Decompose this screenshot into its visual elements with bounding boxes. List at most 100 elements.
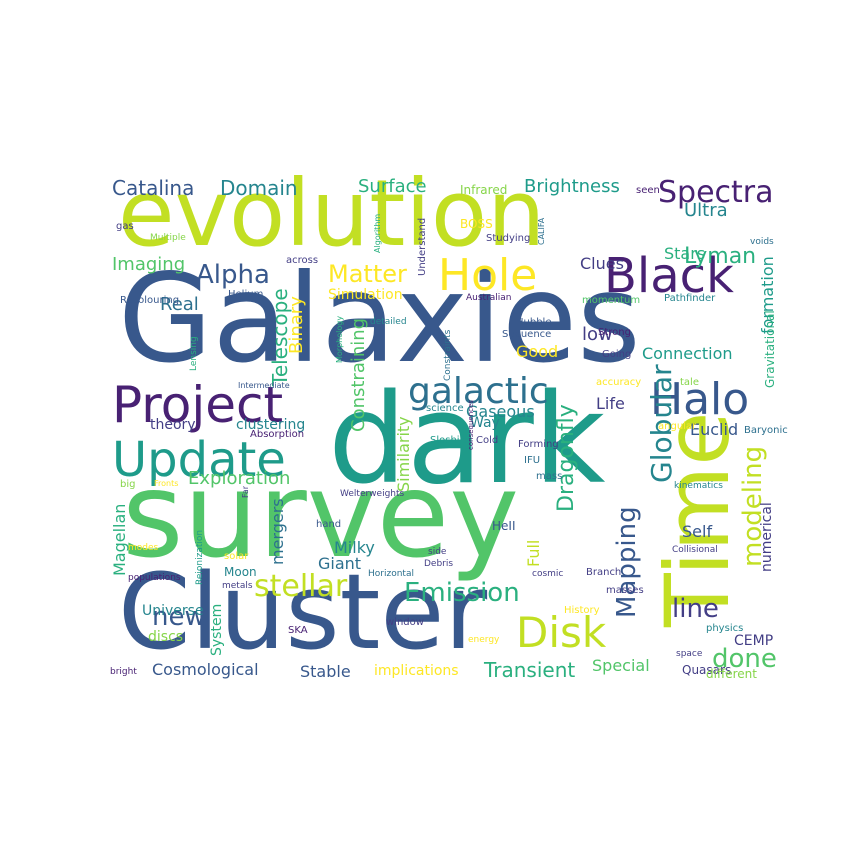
cloud-word: Galaxies <box>118 248 641 390</box>
cloud-word: Understand <box>417 217 428 276</box>
cloud-word: Magellan <box>110 503 129 576</box>
cloud-word: Project <box>112 376 284 434</box>
cloud-word: Horizontal <box>368 569 414 579</box>
cloud-word: discs <box>148 629 184 645</box>
cloud-word: Catalina <box>112 176 195 200</box>
cloud-word: detailed <box>370 317 407 327</box>
cloud-word: kinematics <box>674 481 723 491</box>
cloud-word: Stars <box>664 244 706 263</box>
cloud-word: Stable <box>300 662 351 681</box>
cloud-word: Studying <box>486 233 531 244</box>
cloud-word: cosmic <box>532 569 564 579</box>
cloud-word: Fronts <box>154 479 179 488</box>
cloud-word: Gravitational <box>763 310 777 388</box>
cloud-word: dark <box>328 368 606 512</box>
cloud-word: bright <box>110 667 137 677</box>
cloud-word: Black <box>604 248 734 304</box>
cloud-word: Strong <box>598 327 631 338</box>
cloud-word: clustering <box>236 417 306 433</box>
cloud-word: voids <box>750 237 774 247</box>
cloud-word: Gaseous <box>466 402 535 421</box>
cloud-word: solar <box>224 551 249 562</box>
cloud-word: Update <box>112 432 286 488</box>
cloud-word: Far <box>241 485 250 498</box>
cloud-word: Constraints <box>443 329 453 381</box>
cloud-word: line <box>672 594 719 624</box>
cloud-word: galactic <box>408 371 549 412</box>
cloud-word: Connection <box>642 344 733 363</box>
cloud-word: Sequence <box>502 329 552 340</box>
cloud-word: History <box>564 605 600 616</box>
cloud-word: consequences <box>467 400 475 450</box>
cloud-word: Universe <box>142 603 204 619</box>
cloud-word: Going <box>602 349 632 360</box>
cloud-word: Surface <box>358 176 427 197</box>
cloud-word: Transient <box>484 658 576 682</box>
cloud-word: Emission <box>404 578 520 608</box>
cloud-word: evolution <box>118 160 546 267</box>
cloud-word: BOSS <box>460 217 493 231</box>
cloud-word: Hole <box>438 250 538 301</box>
cloud-word: Simulation <box>328 287 403 303</box>
cloud-word: numerical <box>759 502 775 572</box>
cloud-word: Clues <box>580 254 624 273</box>
cloud-word: across <box>286 255 319 266</box>
cloud-word: CALIFA <box>537 217 546 245</box>
cloud-word: Recolouring <box>120 295 180 306</box>
cloud-word: Disk <box>516 608 607 657</box>
cloud-word: Matter <box>328 260 407 288</box>
cloud-word: Binary <box>286 296 307 354</box>
cloud-word: Branch <box>586 567 622 578</box>
cloud-word: Helium <box>228 289 264 300</box>
cloud-word: Halo <box>650 374 750 425</box>
cloud-word: side <box>428 547 447 557</box>
cloud-word: Infrared <box>460 183 508 197</box>
cloud-word: Imaging <box>112 254 186 275</box>
cloud-word: Sloshing <box>430 435 473 446</box>
cloud-word: gas <box>116 221 134 232</box>
cloud-word: accuracy <box>596 377 642 388</box>
cloud-word: Algorithm <box>373 213 382 253</box>
cloud-word: done <box>712 644 777 674</box>
cloud-word: survey <box>122 446 520 584</box>
cloud-word: Morphology <box>335 315 344 363</box>
cloud-word: tale <box>680 377 699 388</box>
cloud-word: Collisional <box>672 545 718 555</box>
cloud-word: Exploration <box>188 468 291 489</box>
cloud-word: Forming <box>518 439 559 450</box>
cloud-word: low <box>582 324 613 345</box>
cloud-word: momentum <box>582 295 641 306</box>
cloud-word: Good <box>516 342 559 361</box>
cloud-word: Giant <box>318 554 362 573</box>
cloud-word: stellar <box>254 569 348 604</box>
cloud-word: Cold <box>476 435 499 446</box>
cloud-word: Lensing <box>189 336 199 371</box>
cloud-word: HeII <box>492 519 516 533</box>
cloud-word: CEMP <box>734 633 774 649</box>
cloud-word: angular <box>658 421 697 432</box>
cloud-word: Lyman <box>684 244 757 269</box>
cloud-word: Full <box>524 539 543 567</box>
cloud-word: Mapping <box>612 506 642 618</box>
cloud-word: Moon <box>224 565 257 579</box>
cloud-word: Real <box>160 294 199 315</box>
cloud-word: Cluster <box>118 551 488 673</box>
cloud-word: Alpha <box>196 260 270 290</box>
cloud-word: Life <box>596 394 625 413</box>
cloud-word: Dragonfly <box>554 404 579 512</box>
cloud-word: Ultra <box>684 200 728 221</box>
cloud-word: Spectra <box>658 175 774 210</box>
cloud-word: metals <box>222 581 253 591</box>
cloud-word: Quasars <box>682 663 732 677</box>
cloud-word: masses <box>606 585 644 596</box>
cloud-word: science <box>426 403 464 414</box>
cloud-word: Euclid <box>690 420 739 439</box>
cloud-word: Domain <box>220 176 298 200</box>
cloud-word: seen <box>636 185 660 196</box>
cloud-word: Special <box>592 656 650 675</box>
cloud-word: modes <box>128 543 159 553</box>
cloud-word: mass <box>536 471 563 482</box>
cloud-word: Cosmological <box>152 660 259 679</box>
cloud-word: energy <box>468 635 500 645</box>
